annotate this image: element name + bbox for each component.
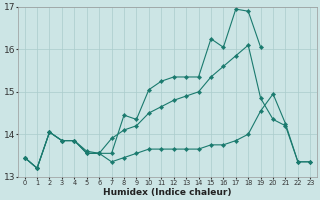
X-axis label: Humidex (Indice chaleur): Humidex (Indice chaleur)	[103, 188, 232, 197]
